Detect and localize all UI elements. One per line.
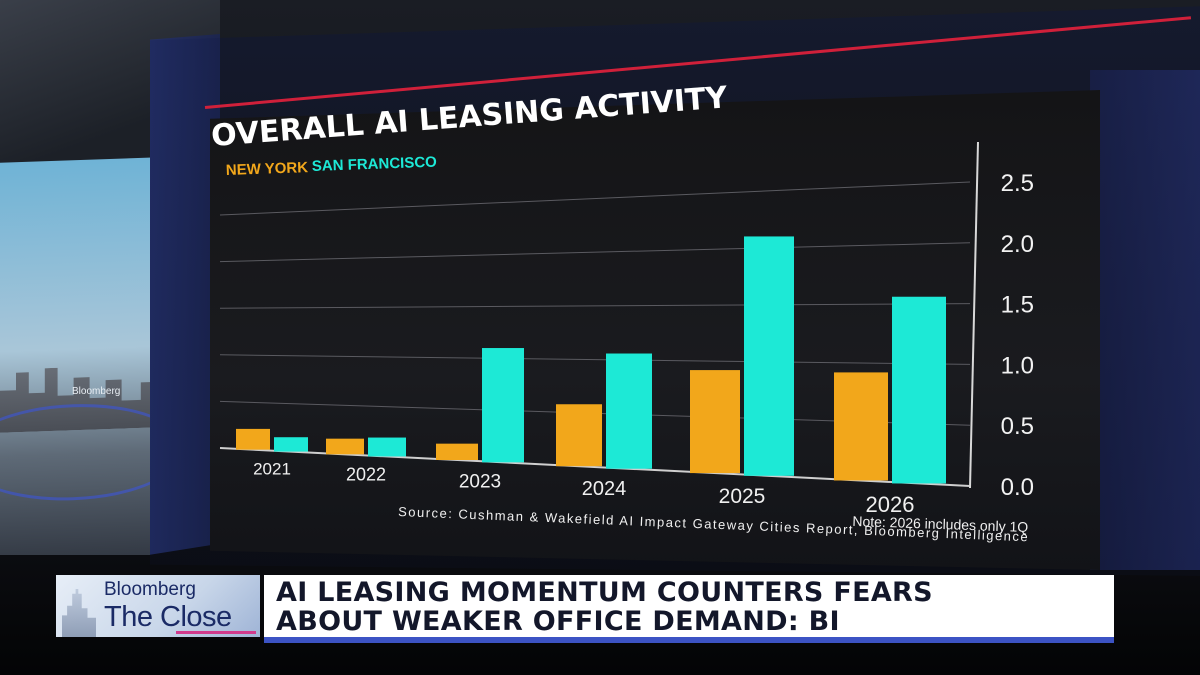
video-wall-right-edge bbox=[1090, 70, 1200, 570]
bar-new-york bbox=[834, 372, 888, 481]
y-axis-labels: 0.0 0.5 1.0 1.5 2.0 2.5 bbox=[1001, 170, 1034, 501]
y-tick-label: 0.5 bbox=[1001, 413, 1034, 440]
y-tick-label: 1.0 bbox=[1001, 352, 1034, 379]
bar-san-francisco bbox=[892, 296, 946, 484]
chart-panel bbox=[210, 90, 1100, 570]
x-tick-label: 2026 bbox=[866, 492, 915, 517]
y-tick-label: 1.5 bbox=[1001, 292, 1034, 319]
y-tick-label: 2.5 bbox=[1001, 170, 1034, 197]
video-wall-left-edge bbox=[150, 34, 220, 555]
headline-line-1: AI LEASING MOMENTUM COUNTERS FEARS bbox=[276, 577, 933, 608]
bar-new-york bbox=[326, 438, 364, 455]
x-tick-label: 2025 bbox=[719, 485, 766, 508]
x-tick-label: 2021 bbox=[253, 460, 291, 479]
chart-note: Note: 2026 includes only 1Q bbox=[852, 513, 1028, 535]
skyline-icon bbox=[62, 589, 96, 637]
gridline bbox=[219, 354, 971, 365]
y-tick-label: 2.0 bbox=[1001, 231, 1034, 258]
headline-line-2: ABOUT WEAKER OFFICE DEMAND: BI bbox=[276, 606, 840, 637]
bar-san-francisco bbox=[368, 437, 406, 457]
chart-bars bbox=[236, 236, 946, 484]
x-tick-label: 2023 bbox=[459, 472, 501, 493]
bar-san-francisco bbox=[274, 437, 308, 452]
show-logo: Bloomberg The Close bbox=[56, 575, 260, 637]
y-axis-line bbox=[969, 141, 979, 489]
bar-san-francisco bbox=[482, 348, 524, 463]
bar-san-francisco bbox=[744, 236, 794, 476]
bar-new-york bbox=[556, 404, 602, 467]
x-tick-label: 2024 bbox=[582, 478, 627, 500]
legend-san-francisco: SAN FRANCISCO bbox=[312, 154, 438, 175]
gridline bbox=[219, 303, 971, 309]
x-tick-label: 2022 bbox=[346, 465, 386, 485]
gridline bbox=[219, 242, 971, 263]
brand-name: Bloomberg bbox=[104, 579, 196, 600]
legend-new-york: NEW YORK bbox=[226, 159, 309, 179]
chart-title: OVERALL AI LEASING ACTIVITY bbox=[210, 80, 730, 154]
show-underline bbox=[176, 631, 256, 634]
bar-new-york bbox=[436, 443, 478, 461]
headline-banner: AI LEASING MOMENTUM COUNTERS FEARS ABOUT… bbox=[264, 575, 1114, 643]
bar-new-york bbox=[690, 370, 740, 474]
show-name: The Close bbox=[104, 601, 232, 633]
gridline bbox=[219, 181, 971, 216]
x-axis-labels: 2021 2022 2023 2024 2025 2026 bbox=[253, 460, 914, 517]
y-tick-label: 0.0 bbox=[1001, 474, 1034, 501]
bar-san-francisco bbox=[606, 353, 652, 469]
bar-new-york bbox=[236, 428, 270, 450]
side-screen-label: Bloomberg bbox=[72, 386, 121, 397]
